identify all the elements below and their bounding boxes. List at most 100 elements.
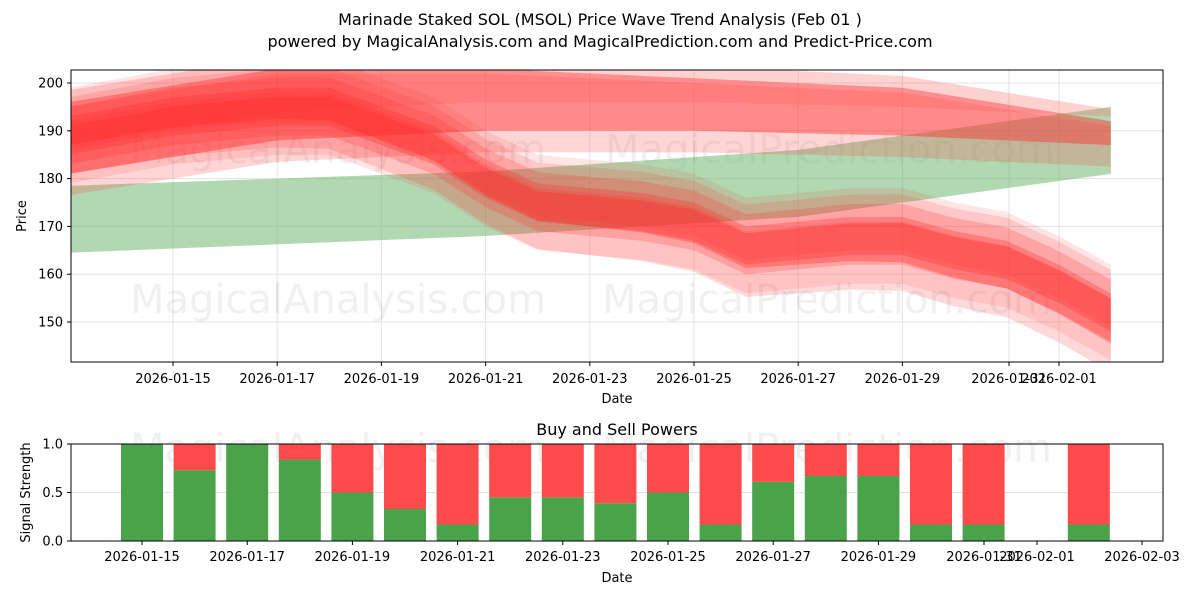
bar-group: [752, 444, 795, 541]
buy-bar: [594, 503, 637, 541]
buy-bar: [173, 470, 216, 541]
x-tick-label: 2026-02-01: [999, 550, 1075, 565]
svg-text:MagicalAnalysis.com: MagicalAnalysis.com: [130, 127, 546, 173]
buy-bar: [226, 444, 269, 541]
sell-bar: [331, 444, 374, 493]
y-tick-label: 150: [38, 316, 63, 331]
bar-group: [173, 444, 216, 541]
price-wave-band: [71, 77, 1111, 342]
bar-group: [594, 444, 637, 541]
y-tick-label: 190: [38, 124, 63, 139]
downtrend-band-outer: [71, 70, 1111, 145]
sell-bar: [541, 444, 584, 498]
bar-group: [647, 444, 689, 541]
buy-sell-powers-chart: MagicalAnalysis.comMagicalPrediction.com…: [19, 420, 1180, 586]
x-tick-label: 2026-01-29: [865, 372, 941, 387]
buy-bar: [384, 508, 426, 541]
x-tick-label: 2026-01-27: [760, 372, 836, 387]
x-tick-label: 2026-01-19: [344, 372, 420, 387]
sell-bar: [173, 444, 216, 471]
bar-group: [226, 444, 269, 541]
sell-bar: [594, 444, 637, 504]
buy-bar: [489, 497, 532, 541]
bar-group: [489, 444, 532, 541]
y-axis-label: Price: [15, 200, 30, 232]
buy-bar: [331, 492, 374, 541]
buy-bar: [278, 459, 321, 541]
sell-bar: [1067, 444, 1110, 525]
x-tick-label: 2026-01-21: [448, 372, 524, 387]
bar-group: [331, 444, 374, 541]
buy-bar: [804, 476, 847, 541]
chart-subtitle: powered by MagicalAnalysis.com and Magic…: [267, 32, 933, 51]
bar-group: [278, 444, 321, 541]
y-tick-label: 180: [38, 172, 63, 187]
sell-bar: [962, 444, 1005, 525]
bar-group: [910, 444, 952, 541]
x-tick-label: 2026-01-15: [104, 550, 180, 565]
bar-group: [857, 444, 900, 541]
buy-bar: [436, 524, 479, 541]
x-tick-label: 2026-01-31: [946, 550, 1022, 565]
x-tick-label: 2026-01-29: [841, 550, 917, 565]
bar-group: [804, 444, 847, 541]
buy-bar: [1067, 524, 1110, 541]
uptrend-band: [71, 106, 1111, 253]
buy-bar: [752, 481, 795, 541]
chart-title: Marinade Staked SOL (MSOL) Price Wave Tr…: [338, 10, 862, 29]
sell-bar: [647, 444, 689, 493]
x-tick-label: 2026-01-23: [552, 372, 628, 387]
x-tick-label: 2026-02-03: [1104, 550, 1180, 565]
x-tick-label: 2026-01-23: [525, 550, 601, 565]
bar-group: [121, 444, 163, 541]
sell-bar: [436, 444, 479, 525]
buy-bar: [647, 492, 689, 541]
price-wave-band: [71, 92, 1111, 362]
x-tick-label: 2026-01-21: [420, 550, 496, 565]
svg-text:MagicalPrediction.com: MagicalPrediction.com: [602, 277, 1052, 323]
x-axis-label: Date: [601, 392, 632, 407]
buy-bar: [121, 444, 163, 541]
bar-group: [384, 444, 426, 541]
price-wave-band: [71, 96, 1111, 344]
sell-bar: [489, 444, 532, 498]
y-tick-label: 200: [38, 77, 63, 92]
bar-group: [1067, 444, 1110, 541]
downtrend-band: [71, 70, 1111, 174]
y-tick-label: 170: [38, 220, 63, 235]
buy-bar: [962, 524, 1005, 541]
y-tick-label: 0.0: [42, 535, 63, 550]
y-tick-label: 0.5: [42, 486, 63, 501]
price-wave-band: [71, 87, 1111, 332]
sell-bar: [699, 444, 742, 525]
price-wave-chart: MagicalAnalysis.com MagicalPrediction.com…: [15, 69, 1164, 407]
sell-bar: [278, 444, 321, 460]
bar-group: [699, 444, 742, 541]
y-tick-label: 1.0: [42, 438, 63, 453]
sell-bar: [910, 444, 952, 525]
x-tick-label: 2026-01-19: [315, 550, 391, 565]
sell-bar: [752, 444, 795, 482]
sell-bar: [384, 444, 426, 509]
x-tick-label: 2026-01-25: [630, 550, 706, 565]
bar-group: [436, 444, 479, 541]
price-wave-band: [71, 70, 1111, 361]
subchart-title: Buy and Sell Powers: [536, 420, 698, 439]
plot-frame: [70, 69, 1164, 363]
x-tick-label: 2026-01-31: [971, 372, 1047, 387]
y-axis-label: Signal Strength: [19, 442, 34, 542]
x-tick-label: 2026-01-27: [735, 550, 811, 565]
x-tick-label: 2026-02-01: [1021, 372, 1097, 387]
x-axis-label: Date: [601, 571, 632, 586]
y-tick-label: 160: [38, 268, 63, 283]
sell-bar: [857, 444, 900, 477]
wave-bands: [71, 70, 1111, 362]
sell-bar: [804, 444, 847, 477]
downtrend-band-lower: [71, 73, 1111, 195]
svg-text:MagicalAnalysis.com: MagicalAnalysis.com: [130, 277, 546, 323]
buy-bar: [910, 524, 952, 541]
x-tick-label: 2026-01-17: [239, 372, 315, 387]
buy-bar: [541, 497, 584, 541]
x-tick-label: 2026-01-15: [135, 372, 211, 387]
